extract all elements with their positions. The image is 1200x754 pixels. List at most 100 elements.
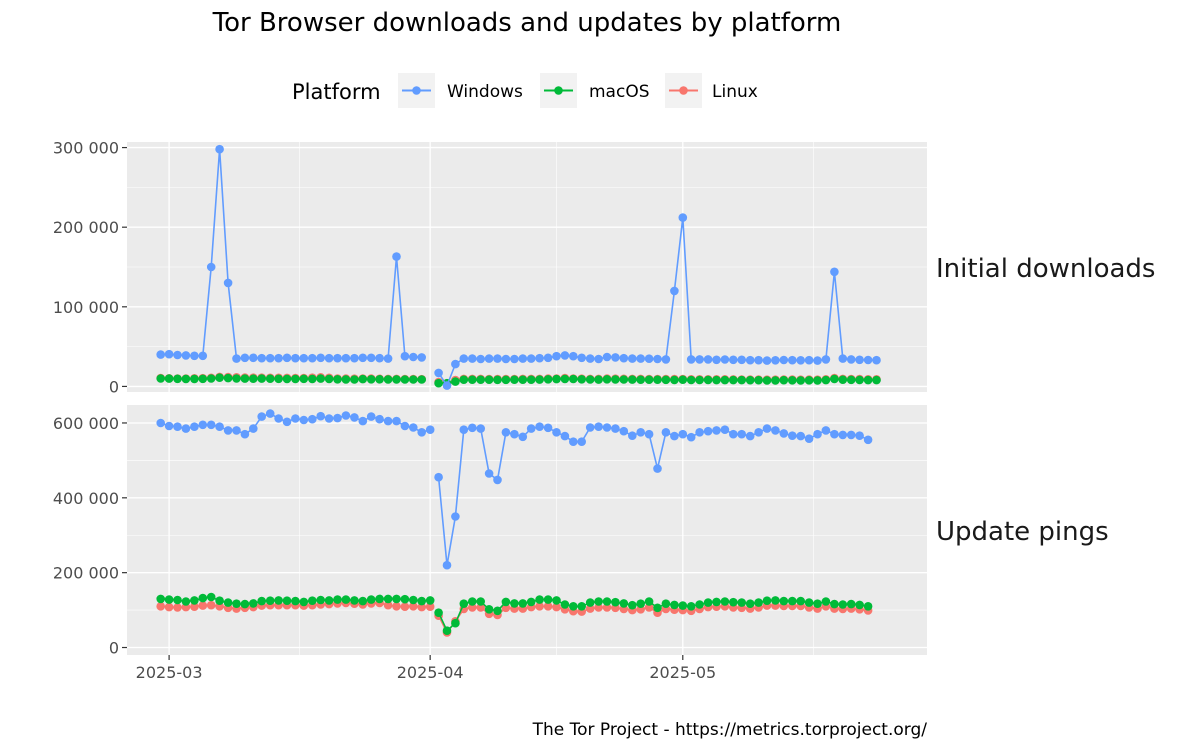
data-point [762, 376, 772, 385]
data-point [156, 594, 165, 604]
data-point [653, 375, 662, 385]
data-point [602, 603, 612, 612]
data-point [695, 375, 704, 385]
data-point [366, 412, 376, 421]
data-point [830, 599, 839, 609]
data-point [594, 603, 603, 612]
data-point [670, 431, 679, 441]
data-point [585, 375, 595, 384]
data-point [451, 512, 460, 521]
data-point [619, 599, 629, 608]
data-point [291, 374, 300, 384]
data-point [644, 375, 654, 385]
data-point [383, 416, 393, 426]
data-point [442, 381, 452, 390]
data-point [257, 374, 267, 383]
data-point [552, 351, 561, 361]
data-point [249, 599, 258, 608]
data-point [299, 597, 309, 607]
data-point [350, 353, 359, 363]
data-point [644, 429, 654, 439]
data-point [468, 375, 477, 385]
data-point [686, 602, 696, 611]
data-point [552, 602, 561, 612]
data-point [779, 596, 789, 606]
legend-title: Platform [292, 80, 381, 104]
data-point [729, 597, 738, 607]
data-point [636, 375, 645, 385]
series-windows-update-pings [156, 409, 873, 570]
data-point [518, 354, 528, 363]
data-point [855, 375, 864, 385]
data-point [754, 375, 763, 385]
data-point [459, 599, 469, 608]
data-point [299, 374, 309, 384]
data-point [813, 429, 822, 439]
data-point [653, 464, 662, 473]
data-point [265, 409, 275, 418]
data-point [459, 375, 469, 385]
data-point [661, 355, 671, 364]
data-point [173, 422, 182, 432]
data-point [324, 596, 334, 605]
data-point [198, 593, 208, 603]
data-point [392, 594, 401, 604]
x-tick-label: 2025-04 [397, 663, 464, 682]
data-point [585, 354, 595, 363]
data-point [543, 602, 553, 611]
chart-caption: The Tor Project - https://metrics.torpro… [532, 720, 928, 740]
data-point [232, 426, 241, 435]
data-point [400, 351, 410, 361]
data-point [425, 425, 435, 435]
data-point [392, 375, 401, 384]
data-point [181, 374, 191, 384]
data-point [644, 603, 654, 612]
data-point [737, 375, 746, 385]
legend-item-linux: Linux [665, 73, 758, 108]
data-point [611, 353, 620, 362]
data-point [299, 353, 309, 363]
data-point [223, 598, 233, 607]
data-point [729, 375, 738, 385]
data-point [198, 351, 208, 361]
data-point [493, 606, 502, 616]
data-point [560, 431, 570, 441]
data-point [417, 353, 427, 362]
data-point [232, 599, 241, 608]
data-point [173, 374, 182, 384]
data-point [703, 426, 713, 436]
data-point [425, 596, 435, 605]
legend-point-macos [554, 86, 563, 95]
data-point [164, 602, 174, 612]
data-point [156, 418, 165, 428]
data-point [400, 594, 410, 604]
plot-panels: 0 100 000 200 000 300 000 Initial downloads 0… [53, 139, 1156, 658]
data-point [653, 354, 662, 364]
chart-title: Tor Browser downloads and updates by pla… [212, 8, 842, 38]
data-point [518, 432, 528, 442]
data-point [299, 415, 309, 425]
facet-label: Initial downloads [936, 254, 1155, 284]
data-point [569, 374, 578, 384]
data-point [863, 602, 873, 611]
data-point [821, 426, 831, 435]
data-point [274, 374, 283, 384]
data-point [468, 354, 477, 363]
data-point [375, 594, 384, 604]
data-point [535, 595, 544, 604]
data-point [409, 375, 418, 384]
data-point [855, 600, 864, 610]
data-point [577, 375, 586, 384]
data-point [737, 355, 746, 365]
legend: Platform Windows macOS Linux [292, 73, 758, 108]
data-point [316, 374, 326, 383]
data-point [712, 426, 721, 435]
legend-label-windows: Windows [447, 82, 523, 102]
data-point [198, 601, 208, 610]
data-point [265, 596, 275, 605]
data-point [383, 375, 393, 384]
data-point [341, 411, 351, 420]
data-point [358, 374, 368, 384]
data-point [316, 353, 326, 363]
